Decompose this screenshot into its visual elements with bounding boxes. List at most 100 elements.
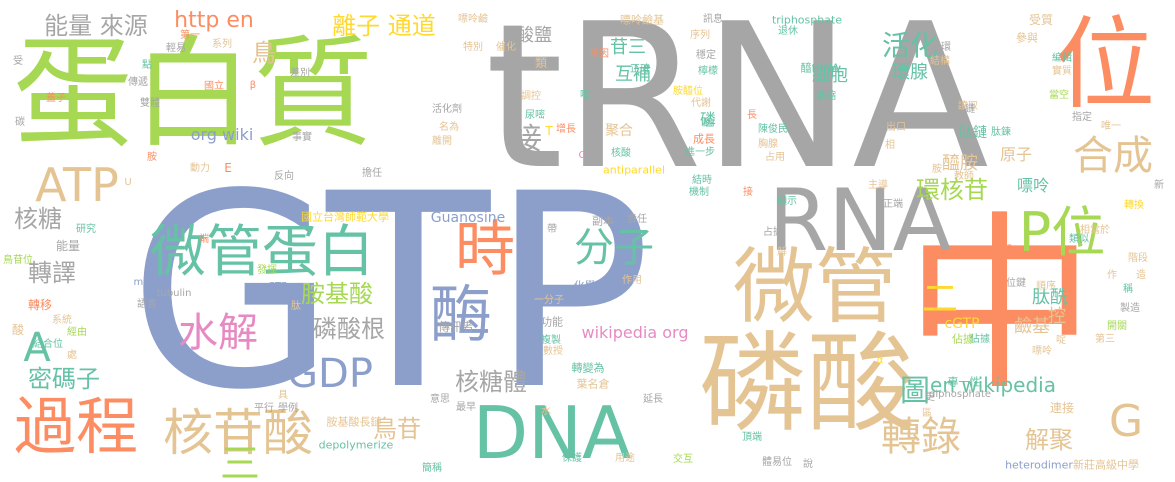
word-purine-2: 嘌呤 xyxy=(1032,346,1052,357)
word-teacher: 教師 xyxy=(954,171,974,182)
word-connect: 接 xyxy=(512,122,542,157)
word-mutual: 相 xyxy=(885,140,895,151)
word-long: 長 xyxy=(747,110,757,121)
word-microtubule: 微管 xyxy=(732,240,898,335)
word-research: 研究 xyxy=(76,224,96,235)
word-molecule: 分子 xyxy=(574,225,654,271)
word-first: 第一 xyxy=(180,30,200,41)
word-phosphate-group: 磷酸根 xyxy=(313,315,385,343)
word-e: E xyxy=(224,161,232,175)
word-grant: 數授 xyxy=(543,346,563,357)
word-exert: 發揮 xyxy=(257,265,277,276)
word-body-translocation: 體易位 xyxy=(762,457,792,468)
word-converts-to: 轉變為 xyxy=(571,361,605,375)
word-chain: 鏈 xyxy=(965,104,975,115)
word-occupy-2: 佔據 xyxy=(970,334,990,345)
word-place: 處 xyxy=(67,350,77,361)
word-join: 接 xyxy=(743,187,753,198)
word-take-up: 占用 xyxy=(765,152,785,163)
word-org-wiki: org wiki xyxy=(190,125,254,144)
word-exit: 出口 xyxy=(886,122,906,133)
word-trna: tRNA xyxy=(485,0,989,214)
word-purine-base-2: 嘌呤鹼 xyxy=(458,14,488,25)
word-peptide-link: 肽鍊 xyxy=(991,127,1011,138)
word-new: 新 xyxy=(1154,180,1164,191)
word-polymerize: 聚合 xyxy=(605,123,633,139)
word-enzyme: 酶 xyxy=(429,278,493,351)
word-cell: 細胞 xyxy=(812,65,848,86)
word-atp: ATP xyxy=(35,158,119,212)
word-growth: 成長 xyxy=(693,132,715,146)
word-t: T xyxy=(545,124,553,138)
word-c: C xyxy=(578,150,586,161)
word-nucleotide: 核苷酸 xyxy=(163,404,313,462)
word-ribosome: 核糖體 xyxy=(455,368,527,396)
word-guanosine-en: Guanosine xyxy=(430,210,506,226)
word-alpha: α xyxy=(876,355,884,366)
word-designate: 指定 xyxy=(1072,112,1092,123)
word-citric: 檸檬 xyxy=(698,66,718,77)
word-carry: 帶 xyxy=(547,224,557,235)
word-cgtp: cGTP xyxy=(944,316,980,332)
word-reverse: 反向 xyxy=(274,171,294,182)
word-uracil: 尿嘧 xyxy=(525,110,545,121)
word-end: 端 xyxy=(199,234,209,245)
word-xinzhuang-high: 新莊高級中學 xyxy=(1073,458,1139,472)
word-ntnu: 國立台灣師範大學 xyxy=(301,210,389,224)
word-correct: 正確 xyxy=(630,64,650,75)
word-pyrimidine-suffix: 啶 xyxy=(1056,335,1066,346)
word-gdp: GDP xyxy=(287,351,373,397)
word-manufacture: 製造 xyxy=(1120,303,1140,314)
word-adenylate-cyclase: 環腺 xyxy=(892,62,928,83)
word-peptidyl: 肽酰 xyxy=(1032,287,1068,308)
word-thymine: 胸腺 xyxy=(758,139,778,150)
word-wikipedia-org: wikipedia org xyxy=(581,323,689,342)
word-three: 三 xyxy=(220,441,260,482)
word-activator: 活化劑 xyxy=(432,104,462,115)
word-depolymerize-cn: 解聚 xyxy=(1025,426,1073,454)
word-antiparallel: antiparallel xyxy=(602,163,666,177)
word-occupy: 佔據 xyxy=(952,332,974,346)
word-triphosphate: triphosphate xyxy=(771,13,843,27)
word-energy: 能量 xyxy=(55,239,81,253)
word-plus-end: 正端 xyxy=(883,199,903,210)
word-ion-channel: 離子 通道 xyxy=(332,12,436,40)
word-translation: 轉譯 xyxy=(28,259,76,287)
word-fact: 事實 xyxy=(292,132,312,143)
word-series: 系列 xyxy=(212,39,232,50)
word-depolymerize: depolymerize xyxy=(318,438,394,452)
word-p-site: P位 xyxy=(1018,201,1106,264)
word-cyclic-nucleoside: 環核苷 xyxy=(916,176,988,204)
word-interact: 交互 xyxy=(673,454,693,465)
word-usage: 用途 xyxy=(615,453,635,464)
word-make: 作 xyxy=(1107,270,1117,281)
word-control: 控 xyxy=(1048,306,1066,327)
word-cycle: 循環 xyxy=(931,42,951,53)
word-amine: 胺 xyxy=(147,152,157,163)
word-dominant: 主導 xyxy=(868,180,888,191)
word-dimer: 雙體 xyxy=(140,98,160,109)
word-gtp: GTP xyxy=(128,137,652,449)
word-acyl: 醯 xyxy=(703,118,713,129)
word-more: 更 xyxy=(925,392,935,403)
word-difference: 差別 xyxy=(290,68,310,79)
word-copy: 複製 xyxy=(541,335,561,346)
word-ye-mingcang: 葉名倉 xyxy=(576,377,610,391)
word-easily: 輕易 xyxy=(166,43,186,54)
word-equivalent: 相當於 xyxy=(1080,225,1110,236)
word-water: 水 xyxy=(541,406,551,417)
word-power: 動力 xyxy=(190,163,210,174)
word-example: 學例 xyxy=(278,403,298,414)
word-site-bond: 位鍵 xyxy=(1006,278,1026,289)
word-figure: 圖 xyxy=(900,374,930,409)
word-complement: 互補 xyxy=(615,64,651,85)
word-atrophy: 萎縮 xyxy=(816,91,836,102)
word-time: 時 xyxy=(455,215,515,285)
word-serve-as: 擔任 xyxy=(362,168,382,179)
word-acyl-trna: 醯tRNA xyxy=(800,61,840,75)
word-meaning: 意思 xyxy=(430,394,450,405)
word-chem-dept: 化學系 xyxy=(573,279,607,293)
word-glycoside: 苷三 xyxy=(610,37,646,58)
word-guanosine-site: 鳥苷位 xyxy=(3,255,33,266)
